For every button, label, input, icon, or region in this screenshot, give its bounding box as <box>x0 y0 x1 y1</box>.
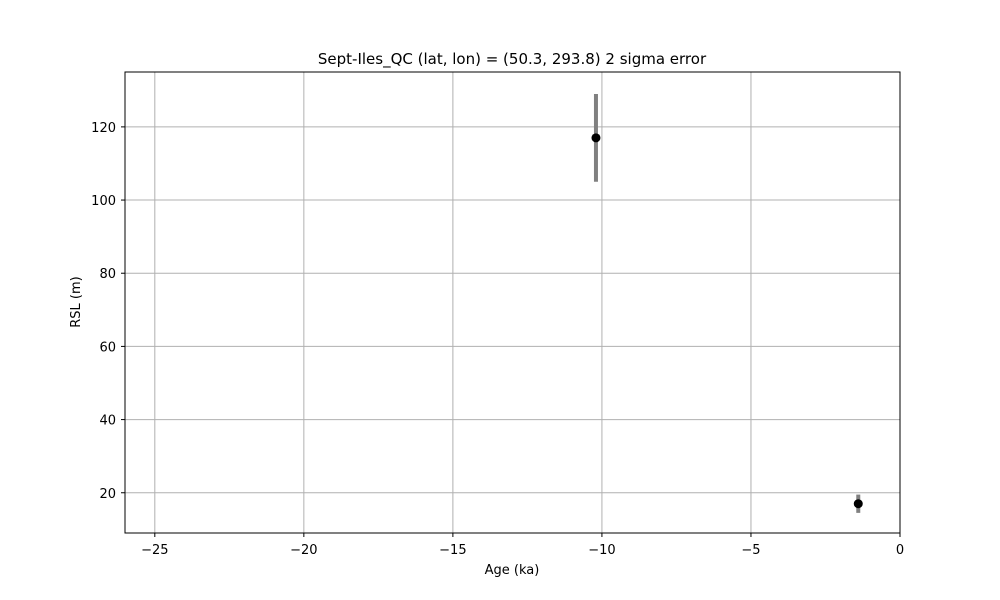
x-tick-label: −5 <box>741 543 760 558</box>
y-tick-label: 40 <box>99 414 116 429</box>
x-tick-label: −10 <box>588 543 615 558</box>
data-point <box>591 133 601 143</box>
y-tick-label: 20 <box>99 487 116 502</box>
x-tick-label: 0 <box>896 543 904 558</box>
x-axis-ticks: −25 −20 −15 −10 −5 0 <box>141 533 904 558</box>
x-tick-label: −20 <box>290 543 317 558</box>
y-tick-label: 120 <box>91 121 116 136</box>
y-axis-ticks: 20 40 60 80 100 120 <box>91 121 125 502</box>
y-tick-label: 100 <box>91 194 116 209</box>
y-tick-label: 60 <box>99 340 116 355</box>
x-tick-label: −25 <box>141 543 168 558</box>
data-point <box>853 499 863 509</box>
data-points <box>591 133 863 509</box>
plot-frame <box>124 71 901 534</box>
y-tick-label: 80 <box>99 267 116 282</box>
x-tick-label: −15 <box>439 543 466 558</box>
grid <box>125 72 901 533</box>
y-axis-label: RSL (m) <box>69 276 84 327</box>
chart-title: Sept-Iles_QC (lat, lon) = (50.3, 293.8) … <box>318 50 707 69</box>
x-axis-label: Age (ka) <box>485 563 540 578</box>
plot-area <box>125 72 900 533</box>
